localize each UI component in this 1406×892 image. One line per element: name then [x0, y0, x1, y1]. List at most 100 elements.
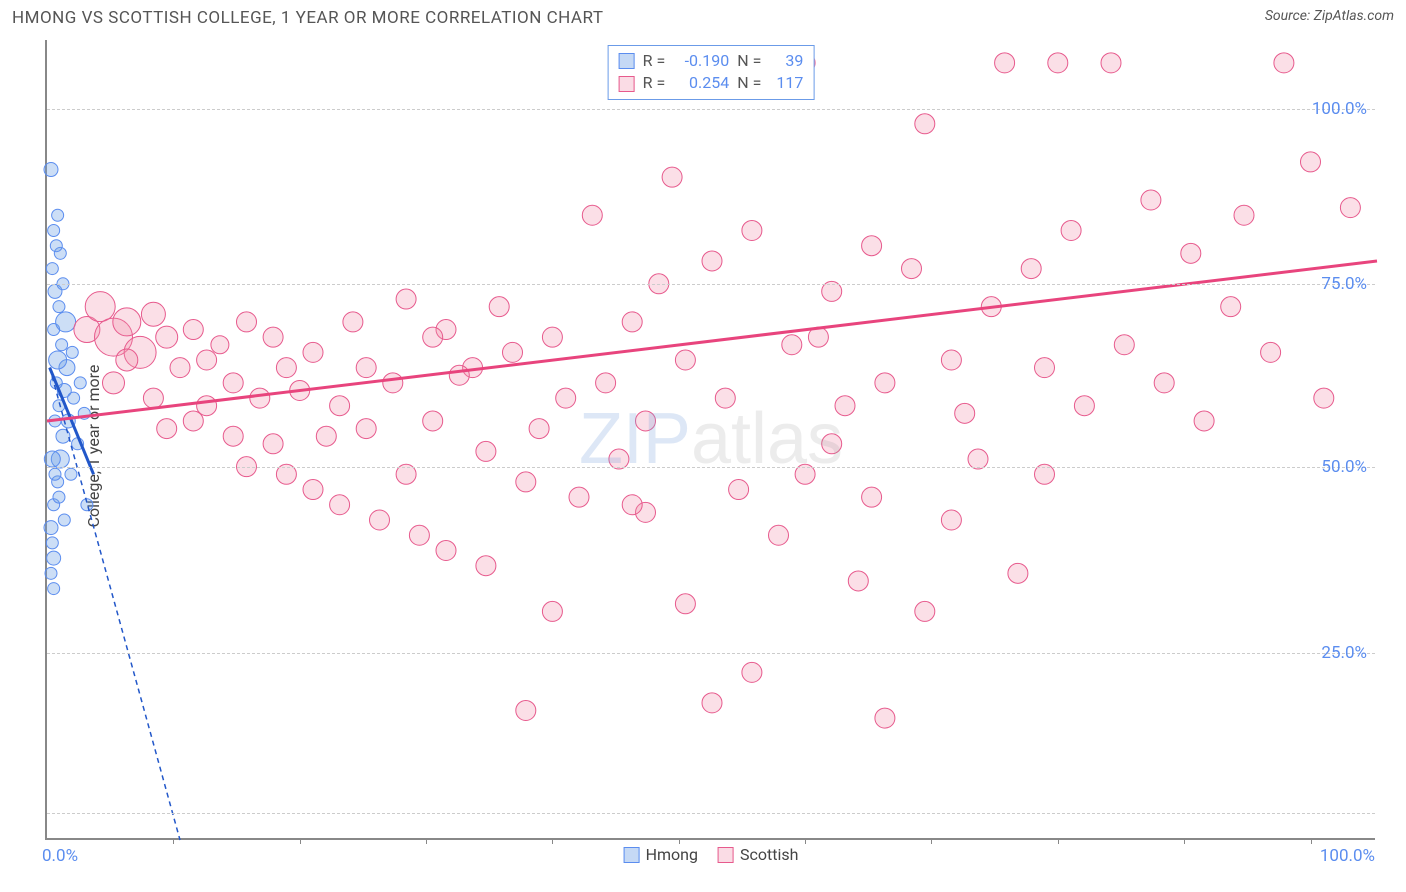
data-point-hmong — [44, 451, 60, 467]
data-point-scottish — [409, 525, 429, 545]
data-point-scottish — [476, 556, 496, 576]
data-point-scottish — [1181, 243, 1201, 263]
data-point-scottish — [955, 403, 975, 423]
data-point-hmong — [49, 468, 61, 480]
data-point-scottish — [303, 480, 323, 500]
n-value: 39 — [769, 50, 803, 72]
data-point-scottish — [582, 205, 602, 225]
data-point-scottish — [197, 396, 217, 416]
data-point-hmong — [48, 224, 60, 236]
data-point-scottish — [542, 601, 562, 621]
gridline — [47, 813, 1375, 814]
data-point-scottish — [263, 434, 283, 454]
data-point-hmong — [48, 583, 60, 595]
data-point-scottish — [1021, 259, 1041, 279]
data-point-scottish — [1301, 152, 1321, 172]
x-tick — [552, 838, 553, 844]
legend-label: Hmong — [646, 845, 698, 864]
data-point-hmong — [74, 377, 86, 389]
data-point-scottish — [1221, 297, 1241, 317]
x-tick — [426, 838, 427, 844]
data-point-scottish — [423, 411, 443, 431]
data-point-scottish — [303, 342, 323, 362]
legend-swatch — [718, 847, 734, 863]
data-point-hmong — [56, 312, 76, 332]
data-point-scottish — [875, 373, 895, 393]
data-point-scottish — [85, 292, 115, 322]
data-point-scottish — [941, 510, 961, 530]
data-point-scottish — [1274, 53, 1294, 73]
data-point-hmong — [58, 514, 70, 526]
data-point-scottish — [356, 419, 376, 439]
data-point-scottish — [170, 358, 190, 378]
data-point-scottish — [822, 434, 842, 454]
r-value: 0.254 — [673, 72, 729, 94]
data-point-scottish — [330, 396, 350, 416]
r-label: R = — [643, 50, 666, 72]
data-point-hmong — [46, 537, 58, 549]
data-point-scottish — [103, 372, 125, 394]
data-point-scottish — [156, 326, 178, 348]
x-axis-min-label: 0.0% — [42, 846, 78, 866]
data-point-hmong — [49, 351, 67, 369]
data-point-scottish — [1314, 388, 1334, 408]
data-point-scottish — [113, 308, 141, 336]
data-point-scottish — [263, 327, 283, 347]
data-point-scottish — [622, 495, 642, 515]
data-point-scottish — [835, 396, 855, 416]
data-point-scottish — [423, 327, 443, 347]
trend-line-scottish — [47, 261, 1377, 421]
gridline — [47, 284, 1375, 285]
data-point-scottish — [662, 167, 682, 187]
data-point-scottish — [702, 693, 722, 713]
data-point-scottish — [915, 114, 935, 134]
data-point-scottish — [941, 350, 961, 370]
data-point-scottish — [436, 540, 456, 560]
gridline — [47, 467, 1375, 468]
x-tick — [1311, 838, 1312, 844]
data-point-scottish — [782, 335, 802, 355]
n-value: 117 — [769, 72, 803, 94]
correlation-legend: R = -0.190 N = 39 R = 0.254 N = 117 — [608, 45, 815, 100]
data-point-scottish — [316, 426, 336, 446]
data-point-scottish — [516, 472, 536, 492]
data-point-scottish — [503, 342, 523, 362]
data-point-scottish — [915, 601, 935, 621]
legend-label: Scottish — [740, 845, 798, 864]
data-point-scottish — [1141, 190, 1161, 210]
data-point-scottish — [1154, 373, 1174, 393]
y-tick-label: 100.0% — [1312, 99, 1367, 119]
data-point-scottish — [183, 320, 203, 340]
data-point-hmong — [52, 209, 64, 221]
legend-swatch — [619, 76, 635, 92]
legend-swatch — [619, 53, 635, 69]
x-tick — [805, 838, 806, 844]
data-point-scottish — [516, 700, 536, 720]
data-point-scottish — [143, 388, 163, 408]
legend-item: Scottish — [718, 845, 798, 864]
x-tick — [173, 838, 174, 844]
data-point-scottish — [276, 358, 296, 378]
x-tick — [931, 838, 932, 844]
x-tick — [679, 838, 680, 844]
data-point-scottish — [1074, 396, 1094, 416]
legend-item: Hmong — [624, 845, 698, 864]
data-point-scottish — [476, 441, 496, 461]
data-point-hmong — [44, 163, 58, 177]
data-point-hmong — [46, 263, 58, 275]
trend-extension-hmong — [50, 368, 180, 840]
data-point-scottish — [250, 388, 270, 408]
data-point-scottish — [197, 350, 217, 370]
chart-title: HMONG VS SCOTTISH COLLEGE, 1 YEAR OR MOR… — [12, 8, 603, 28]
x-tick — [300, 838, 301, 844]
series-legend: Hmong Scottish — [624, 845, 799, 864]
data-point-hmong — [68, 392, 80, 404]
data-point-scottish — [636, 411, 656, 431]
data-point-scottish — [1008, 563, 1028, 583]
data-point-scottish — [742, 662, 762, 682]
data-point-scottish — [356, 358, 376, 378]
data-point-scottish — [157, 419, 177, 439]
data-point-scottish — [769, 525, 789, 545]
data-point-scottish — [1035, 358, 1055, 378]
data-point-scottish — [529, 419, 549, 439]
